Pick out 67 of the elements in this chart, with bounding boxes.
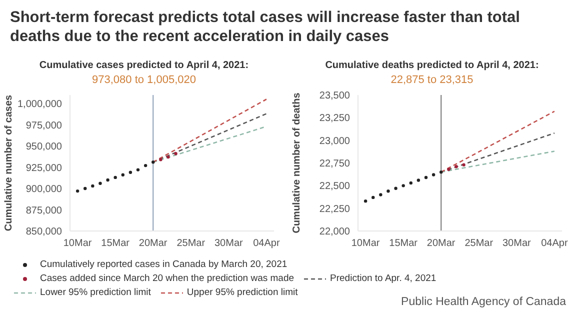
point bbox=[136, 168, 140, 172]
y-tick-label: 975,000 bbox=[26, 120, 62, 132]
y-tick-label: 900,000 bbox=[26, 184, 62, 196]
point bbox=[447, 168, 450, 171]
y-tick-label: 850,000 bbox=[26, 226, 62, 238]
point bbox=[174, 152, 178, 156]
x-tick-label: 25Mar bbox=[176, 238, 206, 250]
x-tick-label: 15Mar bbox=[389, 238, 418, 250]
point bbox=[76, 189, 80, 193]
point bbox=[121, 173, 124, 176]
y-tick-label: 23,250 bbox=[319, 113, 350, 124]
point bbox=[416, 178, 420, 182]
legend-label: Cumulatively reported cases in Canada by March 20, 2021 bbox=[40, 259, 288, 270]
legend-label: Upper 95% prediction limit bbox=[186, 287, 298, 298]
x-tick-label: 04Apr bbox=[541, 238, 568, 250]
x-tick-label: 30Mar bbox=[502, 238, 532, 250]
point bbox=[98, 182, 102, 185]
point bbox=[84, 186, 87, 190]
point bbox=[152, 160, 155, 164]
point bbox=[128, 170, 132, 174]
y-tick-label: 950,000 bbox=[26, 142, 62, 153]
point bbox=[106, 178, 110, 182]
point bbox=[114, 176, 117, 180]
legend-label: Lower 95% prediction limit bbox=[40, 287, 151, 298]
y-tick-label: 875,000 bbox=[26, 205, 62, 216]
y-tick-label: 22,750 bbox=[319, 158, 350, 170]
x-tick-label: 04Apr bbox=[253, 238, 280, 250]
chart-subtitle: 973,080 to 1,005,020 bbox=[91, 74, 197, 88]
chart-subtitle: 22,875 to 23,315 bbox=[390, 74, 474, 88]
point bbox=[372, 196, 375, 200]
x-tick-label: 20Mar bbox=[426, 238, 456, 250]
text: Public Health Agency of Canada bbox=[401, 296, 566, 308]
point bbox=[159, 158, 162, 162]
point bbox=[432, 173, 436, 176]
y-tick-label: 22,250 bbox=[319, 204, 350, 215]
point bbox=[394, 186, 398, 190]
chart-title: Cumulative deaths predicted to April 4, 2021: bbox=[324, 60, 540, 73]
x-tick-label: 15Mar bbox=[101, 238, 130, 250]
point bbox=[144, 164, 148, 168]
point bbox=[379, 193, 382, 196]
x-tick-label: 10Mar bbox=[351, 238, 380, 250]
point bbox=[424, 176, 428, 180]
y-tick-label: 22,500 bbox=[319, 181, 350, 192]
legend-label: Prediction to Apr. 4, 2021 bbox=[330, 273, 436, 284]
point bbox=[402, 184, 405, 188]
x-tick-label: 25Mar bbox=[464, 238, 494, 250]
x-tick-label: 10Mar bbox=[63, 238, 92, 250]
point bbox=[409, 181, 412, 185]
point bbox=[462, 163, 466, 166]
y-tick-label: 925,000 bbox=[26, 162, 62, 174]
point bbox=[166, 155, 170, 159]
y-tick-label: 1,000,000 bbox=[18, 99, 62, 110]
x-tick-label: 30Mar bbox=[214, 238, 244, 250]
y-tick-label: 23,000 bbox=[319, 136, 350, 147]
y-axis-title: Cumulative number of cases bbox=[4, 94, 15, 232]
y-tick-label: 22,000 bbox=[319, 226, 350, 238]
point bbox=[386, 190, 390, 193]
point bbox=[91, 184, 94, 188]
text: Short-term forecast predicts total cases will increase faster than total deaths due to the recent acceleration in daily cases bbox=[10, 8, 521, 46]
legend-label: Cases added since March 20 when the prediction was made bbox=[40, 273, 294, 284]
x-tick-label: 20Mar bbox=[138, 238, 168, 250]
point bbox=[440, 170, 443, 174]
chart-title: Cumulative cases predicted to April 4, 2021: bbox=[38, 60, 250, 73]
y-axis-title: Cumulative number of deaths bbox=[292, 92, 303, 234]
y-tick-label: 23,500 bbox=[319, 90, 350, 102]
point bbox=[364, 199, 368, 203]
point bbox=[454, 165, 458, 168]
